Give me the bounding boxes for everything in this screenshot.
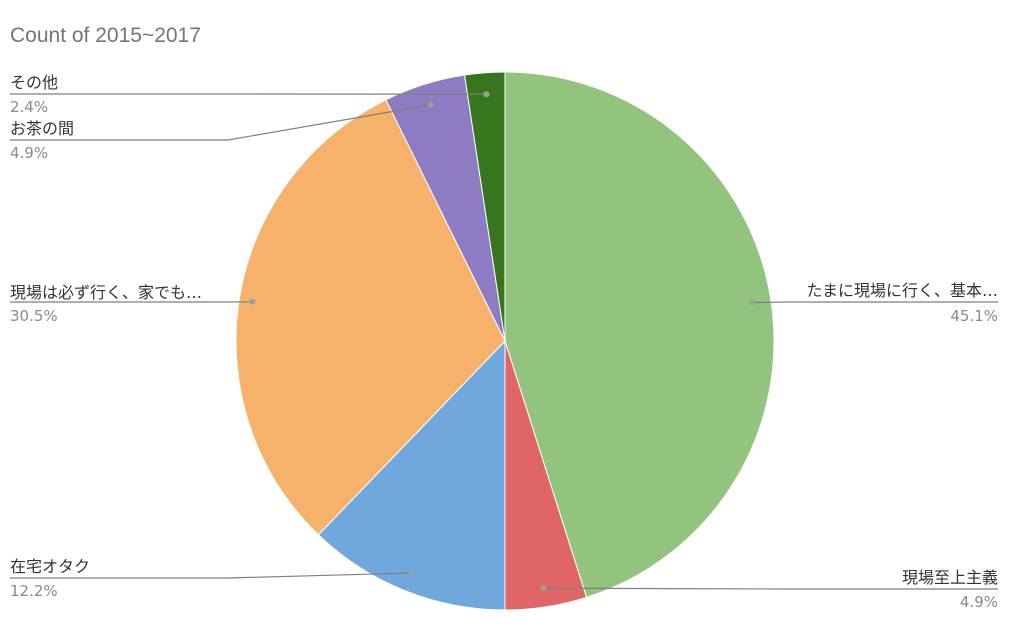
slice-percent-3: 12.2% <box>10 582 58 600</box>
leader-line-1 <box>752 301 998 304</box>
pie-slice-4 <box>235 99 506 536</box>
pie-slice-6 <box>464 71 506 342</box>
leader-dot-4 <box>249 298 256 305</box>
chart-title: Count of 2015~2017 <box>10 24 201 47</box>
leader-dot-1 <box>749 299 756 306</box>
pie-slice-1 <box>504 71 775 598</box>
slice-label-4: 現場は必ず行く、家でも… <box>10 283 202 302</box>
slice-label-5: お茶の間 <box>10 119 74 138</box>
leader-dot-3 <box>408 570 415 576</box>
slice-percent-6: 2.4% <box>10 98 48 116</box>
slice-label-6: その他 <box>10 73 58 92</box>
leader-line-3 <box>10 572 412 579</box>
slice-percent-5: 4.9% <box>10 144 48 162</box>
slice-label-3: 在宅オタク <box>10 557 90 576</box>
leader-dot-6 <box>483 91 490 98</box>
slice-percent-1: 45.1% <box>950 307 998 325</box>
slice-percent-4: 30.5% <box>10 307 58 325</box>
leader-line-5 <box>10 104 431 141</box>
leader-dot-2 <box>540 585 547 592</box>
slice-label-1: たまに現場に行く、基本… <box>806 281 998 300</box>
leader-line-2 <box>543 587 998 590</box>
pie-slice-3 <box>317 339 506 611</box>
leader-dot-5 <box>427 101 434 108</box>
slice-label-2: 現場至上主義 <box>902 568 998 587</box>
slice-percent-2: 4.9% <box>960 593 998 611</box>
